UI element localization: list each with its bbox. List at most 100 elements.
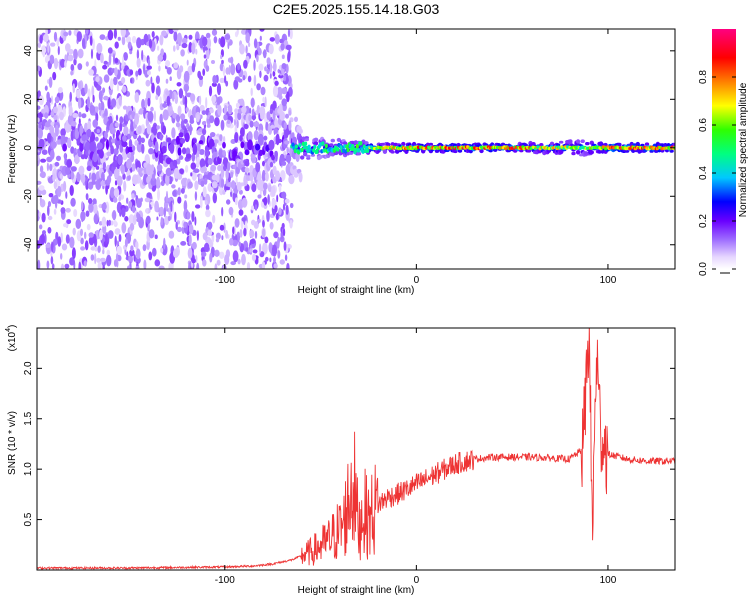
heatmap-cell bbox=[644, 142, 650, 146]
heatmap-cell bbox=[88, 232, 94, 238]
heatmap-cell bbox=[230, 56, 234, 64]
heatmap-cell bbox=[58, 87, 63, 94]
heatmap-cell bbox=[124, 238, 128, 248]
heatmap-cell bbox=[202, 68, 206, 76]
heatmap-cell bbox=[175, 221, 178, 230]
heatmap-cell bbox=[568, 139, 573, 144]
heatmap-cell bbox=[80, 228, 83, 237]
heatmap-cell bbox=[121, 85, 127, 93]
heatmap-cell bbox=[313, 141, 319, 146]
heatmap-cell bbox=[283, 74, 287, 82]
heatmap-cell bbox=[283, 241, 287, 252]
heatmap-cell bbox=[187, 125, 193, 132]
heatmap-cell bbox=[211, 82, 217, 87]
colorbar-gradient bbox=[712, 29, 736, 269]
heatmap-cell bbox=[63, 31, 69, 37]
heatmap-cell bbox=[198, 149, 205, 155]
heatmap-cell bbox=[102, 224, 107, 235]
heatmap-cell bbox=[80, 237, 84, 245]
heatmap-cell bbox=[70, 197, 76, 207]
heatmap-cell bbox=[222, 141, 226, 149]
heatmap-cell bbox=[73, 48, 78, 60]
heatmap-cell bbox=[154, 200, 160, 212]
heatmap-cell bbox=[223, 222, 226, 233]
heatmap-cell bbox=[204, 199, 208, 206]
heatmap-cell bbox=[148, 148, 154, 155]
heatmap-cell bbox=[163, 237, 166, 250]
heatmap-cell bbox=[212, 192, 217, 204]
heatmap-cell bbox=[251, 115, 257, 120]
heatmap-cell bbox=[106, 175, 112, 184]
heatmap-cell bbox=[196, 262, 200, 269]
heatmap-cell bbox=[151, 82, 155, 94]
heatmap-cell bbox=[92, 119, 98, 128]
heatmap-cell bbox=[175, 135, 181, 145]
heatmap-cell bbox=[202, 36, 208, 47]
heatmap-cell bbox=[40, 233, 45, 246]
heatmap-cell bbox=[253, 38, 258, 49]
heatmap-cell bbox=[98, 178, 102, 187]
heatmap-cell bbox=[92, 94, 95, 103]
heatmap-cell bbox=[102, 64, 108, 70]
heatmap-cell bbox=[98, 90, 103, 102]
heatmap-cell bbox=[122, 105, 128, 110]
heatmap-cell bbox=[479, 149, 484, 154]
heatmap-cell bbox=[238, 209, 244, 216]
heatmap-cell bbox=[364, 141, 369, 146]
heatmap-cell bbox=[131, 145, 136, 152]
heatmap-cell bbox=[259, 70, 262, 79]
heatmap-cell bbox=[55, 124, 59, 137]
heatmap-cell bbox=[204, 149, 210, 158]
heatmap-cell bbox=[71, 247, 76, 260]
heatmap-cell bbox=[243, 59, 248, 69]
heatmap-cell bbox=[276, 138, 283, 144]
heatmap-cell bbox=[121, 222, 127, 234]
heatmap-cell bbox=[196, 114, 200, 123]
heatmap-cell bbox=[289, 219, 293, 229]
heatmap-cell bbox=[40, 45, 47, 55]
heatmap-cell bbox=[212, 214, 216, 224]
heatmap-cell bbox=[191, 171, 197, 181]
heatmap-cell bbox=[281, 98, 288, 107]
heatmap-cell bbox=[304, 141, 308, 146]
heatmap-cell bbox=[84, 83, 88, 94]
heatmap-cell bbox=[306, 157, 311, 160]
heatmap-cell bbox=[182, 94, 185, 105]
heatmap-cell bbox=[180, 187, 185, 194]
heatmap-cell bbox=[205, 156, 210, 168]
heatmap-cell bbox=[279, 111, 286, 121]
heatmap-cell bbox=[103, 95, 109, 101]
heatmap-cell bbox=[53, 181, 58, 190]
heatmap-cell bbox=[170, 200, 173, 212]
heatmap-cell bbox=[158, 206, 165, 217]
heatmap-cell bbox=[236, 29, 239, 36]
heatmap-cell bbox=[185, 165, 189, 173]
heatmap-cell bbox=[77, 63, 83, 71]
heatmap-cell bbox=[126, 197, 129, 204]
heatmap-cell bbox=[249, 229, 255, 238]
heatmap-cell bbox=[119, 122, 123, 132]
heatmap-cell bbox=[84, 240, 89, 251]
heatmap-cell bbox=[147, 59, 151, 66]
heatmap-cell bbox=[37, 65, 41, 72]
heatmap-cell bbox=[107, 47, 113, 54]
heatmap-cell bbox=[50, 141, 57, 148]
heatmap-cell bbox=[280, 230, 284, 240]
heatmap-cell bbox=[68, 30, 72, 36]
heatmap-cell bbox=[336, 147, 340, 152]
heatmap-cell bbox=[45, 243, 51, 248]
heatmap-cell bbox=[346, 147, 350, 153]
heatmap-cell bbox=[95, 165, 100, 170]
heatmap-cell bbox=[199, 95, 202, 106]
heatmap-cell bbox=[106, 151, 112, 157]
heatmap-cell bbox=[195, 204, 201, 209]
heatmap-cell bbox=[297, 150, 301, 155]
heatmap-cell bbox=[159, 34, 164, 46]
heatmap-cell bbox=[526, 149, 532, 153]
heatmap-cell bbox=[209, 108, 214, 114]
heatmap-cell bbox=[669, 149, 674, 153]
heatmap-cell bbox=[62, 143, 67, 152]
heatmap-cell bbox=[286, 146, 290, 154]
heatmap-cell bbox=[382, 149, 388, 154]
heatmap-cell bbox=[84, 122, 88, 133]
